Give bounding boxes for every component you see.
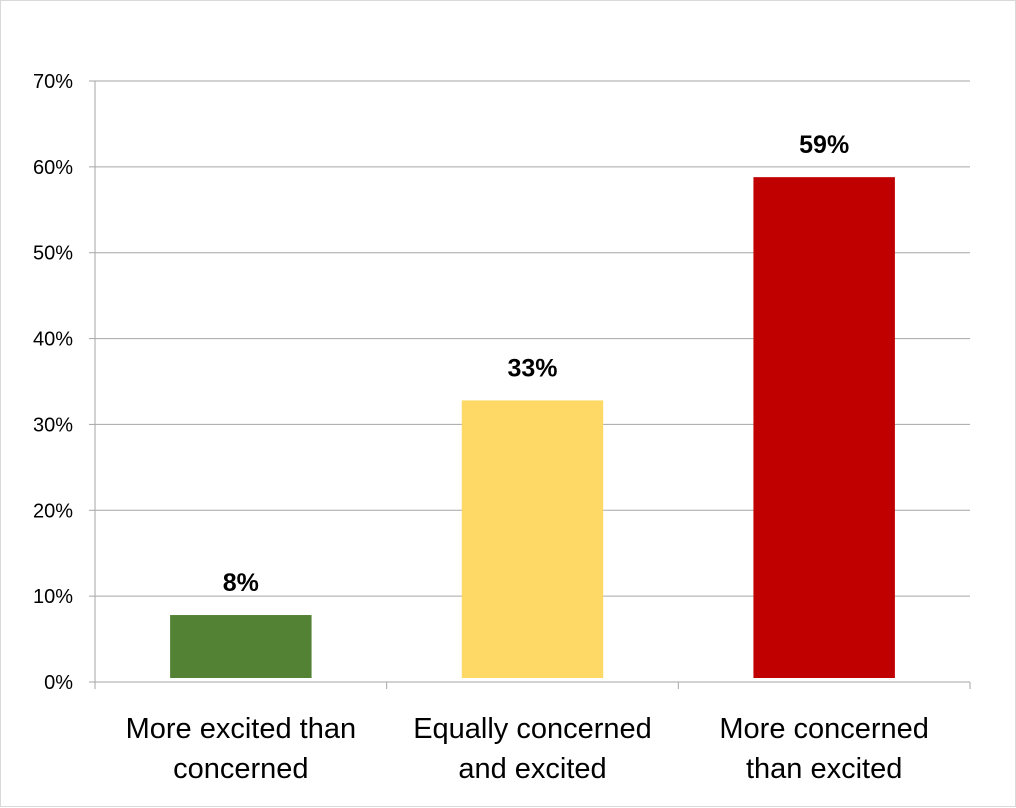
bar xyxy=(170,615,312,678)
bar xyxy=(461,400,604,678)
y-tick-label: 20% xyxy=(33,500,73,522)
bar xyxy=(753,177,895,678)
y-tick-label: 60% xyxy=(33,157,73,179)
y-tick-label: 50% xyxy=(33,243,73,265)
data-label: 59% xyxy=(799,131,849,159)
y-tick-label: 30% xyxy=(33,414,73,436)
x-category-label: More excited than xyxy=(126,713,357,745)
data-label: 33% xyxy=(507,354,557,382)
x-category-label: Equally concerned xyxy=(413,713,652,745)
y-tick-label: 40% xyxy=(33,329,73,351)
data-label: 8% xyxy=(223,569,259,597)
y-tick-label: 70% xyxy=(33,71,73,93)
x-category-label: concerned xyxy=(173,753,308,785)
y-tick-label: 10% xyxy=(33,586,73,608)
y-tick-label: 0% xyxy=(44,672,73,694)
x-category-label: than excited xyxy=(746,753,902,785)
x-category-label: and excited xyxy=(458,753,606,785)
x-category-label: More concerned xyxy=(719,713,929,745)
